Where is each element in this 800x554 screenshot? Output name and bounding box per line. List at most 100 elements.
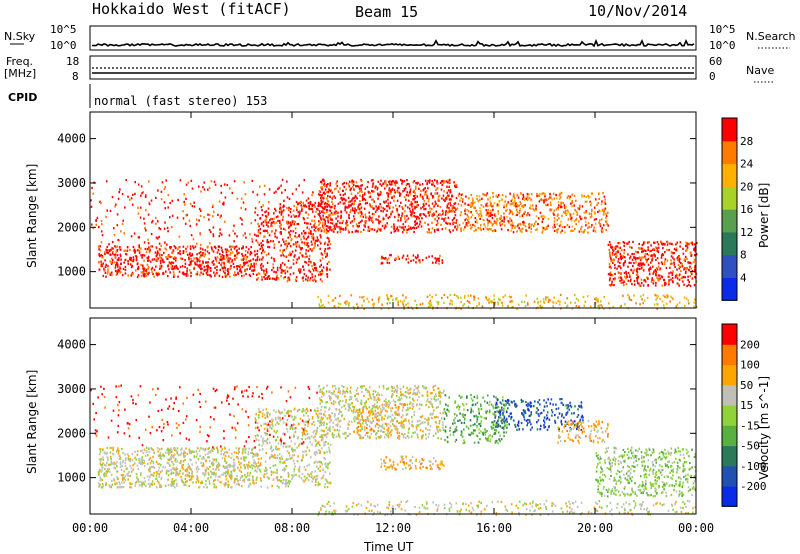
power-cell (261, 246, 263, 249)
power-cell (395, 297, 397, 300)
power-cell (679, 241, 682, 244)
power-cell (585, 224, 587, 227)
power-cell (510, 223, 512, 226)
power-cell (438, 194, 441, 197)
power-cell (418, 187, 420, 190)
power-cell (585, 196, 588, 199)
power-cell (302, 237, 305, 240)
power-cell (424, 207, 427, 211)
power-cell (472, 223, 474, 226)
power-cell (687, 278, 689, 282)
power-cell (364, 199, 367, 202)
power-cell (616, 254, 618, 257)
power-cell (622, 264, 625, 267)
power-cell (101, 256, 104, 259)
velocity-cell (296, 437, 299, 440)
power-cell (471, 203, 474, 206)
velocity-cell (293, 435, 295, 438)
power-cell (380, 262, 383, 265)
power-cell (308, 205, 310, 208)
power-cell (639, 303, 641, 306)
power-cell (463, 296, 466, 299)
velocity-cell (266, 427, 269, 430)
velocity-cell (222, 453, 225, 456)
power-cell (356, 225, 359, 228)
power-cell (567, 195, 570, 198)
velocity-cell (206, 486, 208, 489)
power-cell (230, 252, 232, 255)
power-cell (460, 230, 462, 233)
power-cell (314, 230, 317, 233)
power-cell (304, 260, 306, 263)
power-cell (503, 204, 505, 207)
velocity-cell (153, 482, 156, 486)
power-cell (266, 271, 268, 274)
power-cell (657, 265, 660, 268)
velocity-cell (215, 486, 218, 489)
velocity-cell (244, 467, 246, 470)
power-cell (571, 201, 574, 204)
power-cell (226, 254, 229, 257)
velocity-cell (160, 477, 163, 481)
power-cell (637, 262, 640, 265)
power-cell (241, 252, 243, 256)
power-cell (668, 279, 670, 282)
power-cell (308, 269, 310, 272)
power-cell (192, 245, 194, 248)
power-cell (519, 215, 521, 218)
power-cell (501, 194, 504, 197)
power-cell (594, 222, 597, 225)
power-cell (290, 223, 292, 226)
velocity-cell (318, 440, 320, 444)
power-cell (282, 249, 284, 252)
power-cell (433, 229, 436, 232)
power-cell (681, 265, 684, 268)
power-cell (363, 299, 365, 302)
power-cell (146, 248, 149, 251)
velocity-cell (200, 461, 202, 464)
velocity-cell (158, 448, 161, 451)
power-cell (406, 182, 408, 186)
velocity-cell (249, 465, 251, 468)
power-cell (441, 228, 444, 231)
power-cell (91, 223, 93, 226)
velocity-cell (245, 463, 248, 466)
power-cell (437, 195, 440, 198)
power-cell (515, 202, 517, 205)
power-cell (138, 236, 141, 239)
velocity-cell (119, 461, 122, 464)
power-cell (641, 266, 643, 269)
power-cell (155, 196, 157, 199)
power-cell (418, 217, 420, 220)
power-cell (637, 267, 639, 270)
velocity-cell (152, 461, 155, 464)
power-cell (267, 275, 269, 278)
power-cell (158, 273, 160, 276)
power-cell (231, 251, 234, 254)
power-cell (212, 204, 214, 207)
velocity-cell (276, 454, 279, 457)
power-cell (203, 255, 205, 258)
power-cell (313, 263, 315, 266)
velocity-cell (157, 450, 159, 453)
power-cell (348, 205, 351, 208)
power-cell (470, 201, 473, 205)
velocity-cell (326, 451, 328, 454)
power-cell (323, 229, 326, 232)
power-cell (511, 210, 513, 213)
velocity-cell (101, 482, 104, 486)
velocity-cell (319, 465, 321, 468)
power-cell (448, 185, 450, 188)
velocity-cell (262, 437, 264, 440)
cpid-mode-text: normal (fast stereo) 153 (94, 94, 267, 108)
velocity-cell (149, 476, 151, 479)
velocity-cell (224, 467, 226, 470)
power-cell (553, 209, 556, 212)
power-cell (560, 203, 562, 206)
velocity-cell (227, 472, 229, 475)
power-cell (659, 297, 661, 301)
power-cell (170, 246, 172, 249)
power-cell (207, 188, 209, 191)
power-cell (280, 265, 282, 268)
power-cell (543, 199, 545, 202)
